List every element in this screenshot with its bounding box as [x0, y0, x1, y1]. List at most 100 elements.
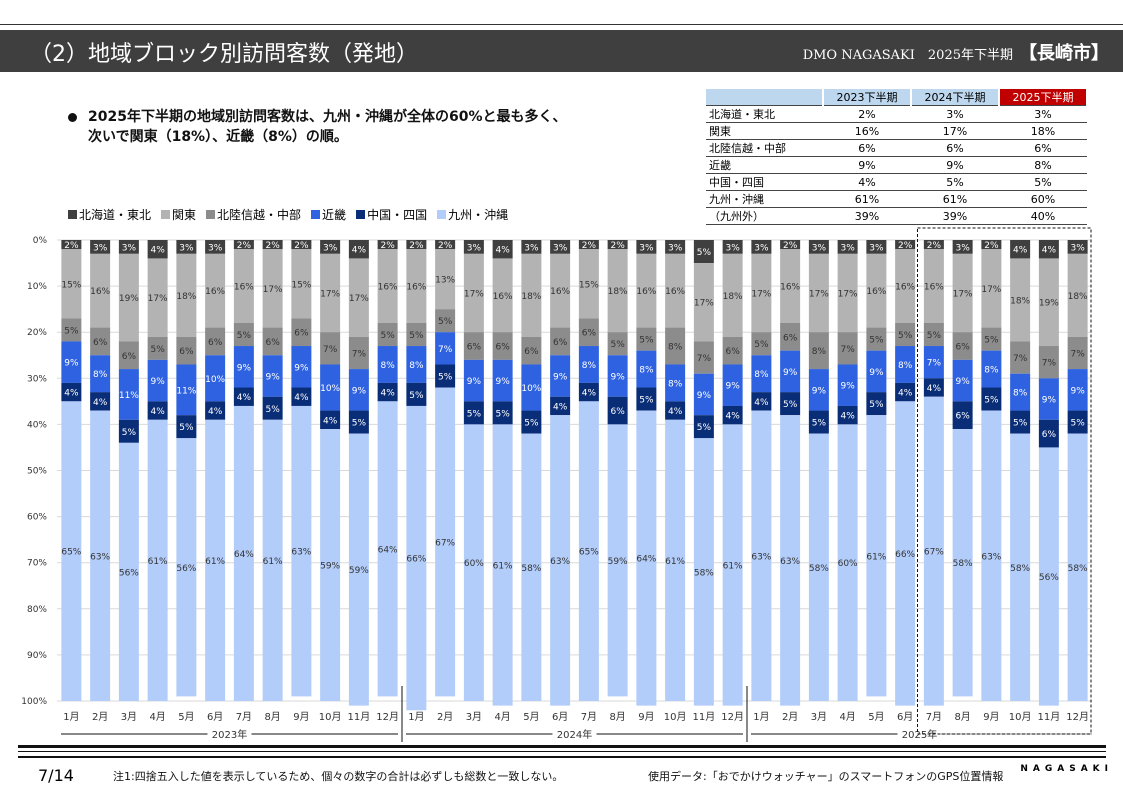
- bar-segment: [233, 322, 254, 347]
- data-label: 5%: [639, 396, 654, 406]
- data-label: 18%: [1068, 292, 1088, 302]
- data-label: 63%: [291, 548, 311, 558]
- year-label: 2023年: [212, 728, 247, 741]
- legend-swatch: [437, 210, 447, 219]
- bar-segment: [895, 322, 916, 347]
- data-label: 5%: [1013, 419, 1028, 429]
- row-value: 40%: [999, 207, 1087, 225]
- bar-segment: [1038, 419, 1059, 448]
- bar-segment: [1010, 433, 1031, 701]
- bar-segment: [492, 359, 513, 402]
- data-label: 4%: [495, 246, 510, 256]
- bar-segment: [262, 327, 283, 356]
- data-label: 5%: [495, 409, 510, 419]
- data-label: 4%: [553, 402, 568, 412]
- row-label: 近畿: [706, 156, 823, 174]
- x-tick-label: 1月: [63, 711, 79, 723]
- bar-segment: [521, 410, 542, 434]
- bar-segment: [722, 424, 743, 706]
- data-label: 56%: [176, 564, 196, 574]
- x-tick-label: 4月: [149, 711, 165, 723]
- data-label: 2%: [898, 241, 913, 251]
- data-label: 3%: [467, 243, 482, 253]
- bar-segment: [205, 419, 226, 701]
- data-label: 17%: [349, 294, 369, 304]
- data-label: 9%: [812, 386, 827, 396]
- data-label: 6%: [294, 329, 309, 339]
- data-label: 5%: [610, 340, 625, 350]
- page-title: （2）地域ブロック別訪問客数（発地）: [30, 42, 418, 67]
- data-label: 7%: [1070, 349, 1085, 359]
- page-number: 7/14: [38, 766, 74, 785]
- data-label: 17%: [320, 290, 340, 300]
- data-label: 3%: [840, 243, 855, 253]
- legend-label: 近畿: [322, 208, 347, 222]
- bar-segment: [578, 249, 599, 319]
- data-label: 60%: [838, 559, 858, 569]
- data-label: 5%: [1070, 419, 1085, 429]
- data-label: 17%: [809, 290, 829, 300]
- bar-segment: [463, 401, 484, 425]
- bar-segment: [435, 309, 456, 333]
- bar-segment: [492, 258, 513, 333]
- data-label: 3%: [1070, 243, 1085, 253]
- row-value: 8%: [999, 156, 1087, 174]
- data-label: 5%: [524, 419, 539, 429]
- data-label: 15%: [579, 280, 599, 290]
- bar-segment: [118, 419, 139, 443]
- bar-segment: [61, 318, 82, 342]
- table-row: 関東 16% 17% 18%: [706, 122, 1087, 140]
- x-tick-label: 11月: [693, 711, 716, 723]
- data-label: 4%: [237, 393, 252, 403]
- data-label: 59%: [320, 562, 340, 572]
- data-label: 16%: [550, 287, 570, 297]
- data-label: 58%: [953, 559, 973, 569]
- data-label: 17%: [148, 294, 168, 304]
- x-tick-label: 7月: [236, 711, 252, 723]
- row-value: 17%: [911, 122, 999, 140]
- data-label: 16%: [493, 292, 513, 302]
- bar-segment: [981, 350, 1002, 388]
- data-label: 5%: [467, 409, 482, 419]
- bar-segment: [492, 332, 513, 360]
- data-label: 8%: [668, 379, 683, 389]
- x-tick-label: 6月: [207, 711, 223, 723]
- bar-segment: [693, 438, 714, 706]
- data-label: 7%: [1042, 359, 1057, 369]
- bar-segment: [722, 240, 743, 254]
- bar-segment: [895, 382, 916, 402]
- data-label: 2%: [294, 241, 309, 251]
- bar-segment: [176, 240, 197, 254]
- data-label: 63%: [90, 552, 110, 562]
- bar-segment: [348, 369, 369, 411]
- header-org: DMO NAGASAKI 2025年下半期 【長崎市】: [803, 39, 1109, 65]
- bar-segment: [521, 240, 542, 254]
- data-label: 65%: [61, 548, 81, 558]
- data-label: 16%: [406, 283, 426, 293]
- bar-segment: [952, 240, 973, 254]
- data-label: 9%: [495, 377, 510, 387]
- data-label: 2%: [380, 241, 395, 251]
- bar-segment: [895, 401, 916, 706]
- data-label: 5%: [179, 423, 194, 433]
- data-label: 5%: [409, 331, 424, 341]
- data-label: 4%: [725, 412, 740, 422]
- row-value: 5%: [911, 173, 999, 191]
- data-label: 6%: [610, 407, 625, 417]
- bar-segment: [923, 378, 944, 397]
- data-label: 8%: [409, 361, 424, 371]
- data-label: 4%: [898, 389, 913, 399]
- bar-segment: [751, 240, 772, 254]
- bar-segment: [90, 240, 111, 254]
- bar-segment: [751, 332, 772, 356]
- bar-segment: [722, 253, 743, 337]
- footer-rule: [18, 751, 1106, 752]
- summary-line-2: 次いで関東（18%）、近畿（8%）の順。: [88, 129, 348, 145]
- bar-segment: [636, 327, 657, 351]
- row-label: 北海道・東北: [706, 105, 823, 123]
- bar-segment: [320, 429, 341, 701]
- bar-segment: [751, 253, 772, 333]
- bar-segment: [463, 424, 484, 701]
- y-tick-label: 20%: [27, 328, 47, 338]
- data-label: 4%: [150, 407, 165, 417]
